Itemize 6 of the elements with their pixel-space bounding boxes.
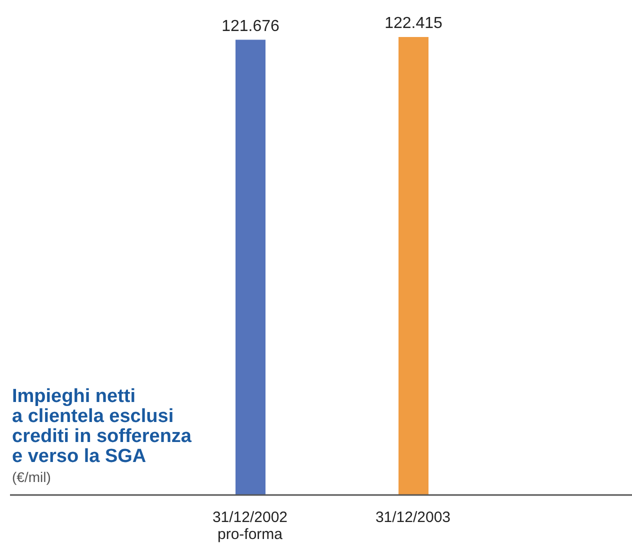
text: (€/mil) — [12, 469, 52, 486]
data-label: 121.676 — [222, 18, 280, 35]
x-tick-label: 31/12/2002 pro-forma — [212, 509, 288, 543]
data-label: 122.415 — [384, 15, 443, 32]
text: Impieghi netti a clientela esclusi crediti in sofferenza e verso la SGA — [12, 386, 192, 467]
x-tick-label: 31/12/2003 — [375, 509, 451, 526]
